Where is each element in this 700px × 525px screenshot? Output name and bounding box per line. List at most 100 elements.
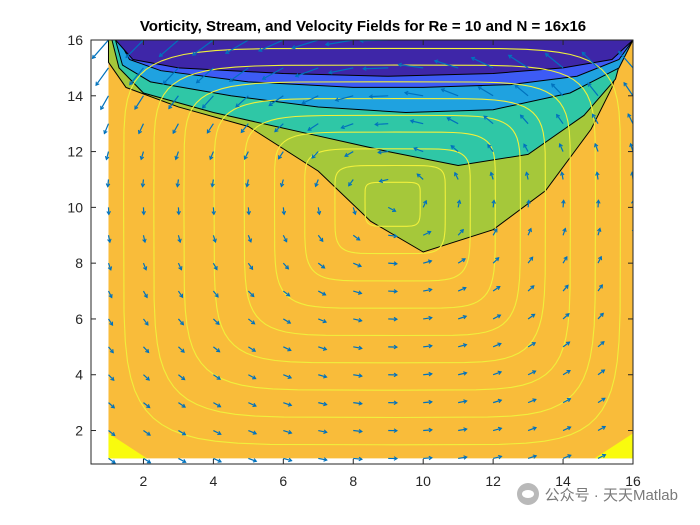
velocity-arrowhead xyxy=(393,372,399,378)
velocity-vector xyxy=(318,290,326,296)
velocity-arrowhead xyxy=(359,40,364,43)
velocity-arrowhead xyxy=(403,90,409,96)
velocity-arrowhead xyxy=(110,376,115,382)
velocity-arrowhead xyxy=(427,230,432,235)
velocity-arrowhead xyxy=(514,84,519,89)
velocity-arrowhead xyxy=(523,143,528,148)
velocity-vector xyxy=(142,290,148,298)
velocity-arrowhead xyxy=(316,210,322,216)
velocity-vector xyxy=(562,256,568,264)
velocity-vector xyxy=(129,67,144,85)
velocity-vector xyxy=(353,262,362,267)
velocity-vector xyxy=(562,200,565,208)
velocity-arrowhead xyxy=(268,102,273,107)
velocity-arrowhead xyxy=(107,238,112,244)
velocity-arrowhead xyxy=(357,290,363,295)
velocity-vector xyxy=(212,290,219,298)
velocity-arrowhead xyxy=(358,456,363,462)
velocity-vector xyxy=(562,454,572,459)
velocity-arrowhead xyxy=(178,266,183,271)
velocity-arrowhead xyxy=(319,237,324,243)
velocity-vector xyxy=(458,456,467,460)
velocity-arrowhead xyxy=(561,199,566,204)
velocity-vector xyxy=(387,206,396,212)
velocity-arrowhead xyxy=(462,343,468,348)
velocity-arrowhead xyxy=(393,316,399,322)
velocity-vector xyxy=(247,290,255,297)
velocity-arrowhead xyxy=(139,155,145,161)
velocity-arrowhead xyxy=(463,427,468,432)
velocity-arrowhead xyxy=(562,227,567,233)
velocity-vector xyxy=(107,290,113,298)
velocity-arrowhead xyxy=(111,459,116,464)
velocity-vector xyxy=(344,151,354,157)
velocity-arrowhead xyxy=(217,430,222,436)
velocity-arrowhead xyxy=(532,426,538,431)
velocity-arrowhead xyxy=(530,285,535,290)
velocity-arrowhead xyxy=(393,344,399,350)
velocity-vector xyxy=(177,318,184,326)
velocity-vector xyxy=(458,428,467,432)
velocity-vector xyxy=(477,86,494,97)
velocity-vector xyxy=(268,95,284,106)
velocity-arrowhead xyxy=(623,81,628,87)
velocity-vector xyxy=(413,147,424,153)
velocity-arrowhead xyxy=(181,376,186,381)
velocity-arrowhead xyxy=(327,70,333,75)
velocity-vector xyxy=(471,57,494,69)
velocity-arrowhead xyxy=(598,284,603,289)
velocity-arrowhead xyxy=(146,404,151,409)
velocity-arrowhead xyxy=(496,314,502,319)
velocity-arrowhead xyxy=(172,129,177,135)
velocity-vector xyxy=(328,67,354,74)
velocity-arrowhead xyxy=(322,318,328,324)
velocity-arrowhead xyxy=(470,56,476,61)
velocity-vector xyxy=(562,284,569,292)
y-tick-label: 10 xyxy=(67,199,83,215)
velocity-vector xyxy=(283,402,292,406)
velocity-arrowhead xyxy=(587,82,592,87)
velocity-arrowhead xyxy=(477,86,482,91)
velocity-arrowhead xyxy=(358,318,363,323)
velocity-arrowhead xyxy=(629,142,633,148)
velocity-arrowhead xyxy=(566,341,571,346)
velocity-vector xyxy=(143,374,150,381)
velocity-arrowhead xyxy=(581,51,586,56)
velocity-arrowhead xyxy=(428,455,433,461)
velocity-arrowhead xyxy=(288,457,293,463)
velocity-vector xyxy=(527,342,536,348)
velocity-arrowhead xyxy=(440,88,445,93)
velocity-arrowhead xyxy=(252,458,258,463)
velocity-arrowhead xyxy=(495,257,500,262)
velocity-vector xyxy=(278,151,284,160)
velocity-arrowhead xyxy=(129,81,134,86)
velocity-vector xyxy=(283,374,292,379)
velocity-vector xyxy=(450,145,459,153)
velocity-vector xyxy=(107,262,112,271)
velocity-arrowhead xyxy=(252,402,257,408)
velocity-vector xyxy=(527,228,532,236)
velocity-vector xyxy=(247,207,250,215)
velocity-arrowhead xyxy=(109,321,114,327)
velocity-vector xyxy=(457,200,461,208)
velocity-arrowhead xyxy=(358,428,363,434)
wechat-icon xyxy=(516,483,539,505)
velocity-vector xyxy=(318,457,327,461)
velocity-arrowhead xyxy=(497,454,503,460)
velocity-vector xyxy=(423,288,432,292)
velocity-arrowhead xyxy=(107,266,113,271)
velocity-vector xyxy=(379,178,389,183)
velocity-arrowhead xyxy=(211,210,216,216)
velocity-vector xyxy=(353,402,362,405)
velocity-vector xyxy=(178,430,186,436)
velocity-vector xyxy=(423,373,432,376)
velocity-arrowhead xyxy=(423,199,428,205)
velocity-vector xyxy=(248,457,257,462)
velocity-arrowhead xyxy=(567,426,572,431)
streamline-6 xyxy=(213,98,546,364)
streamline-8 xyxy=(153,64,597,419)
velocity-vector xyxy=(592,113,599,124)
velocity-arrowhead xyxy=(243,155,248,160)
velocity-arrowhead xyxy=(134,105,139,110)
velocity-arrowhead xyxy=(368,94,373,99)
